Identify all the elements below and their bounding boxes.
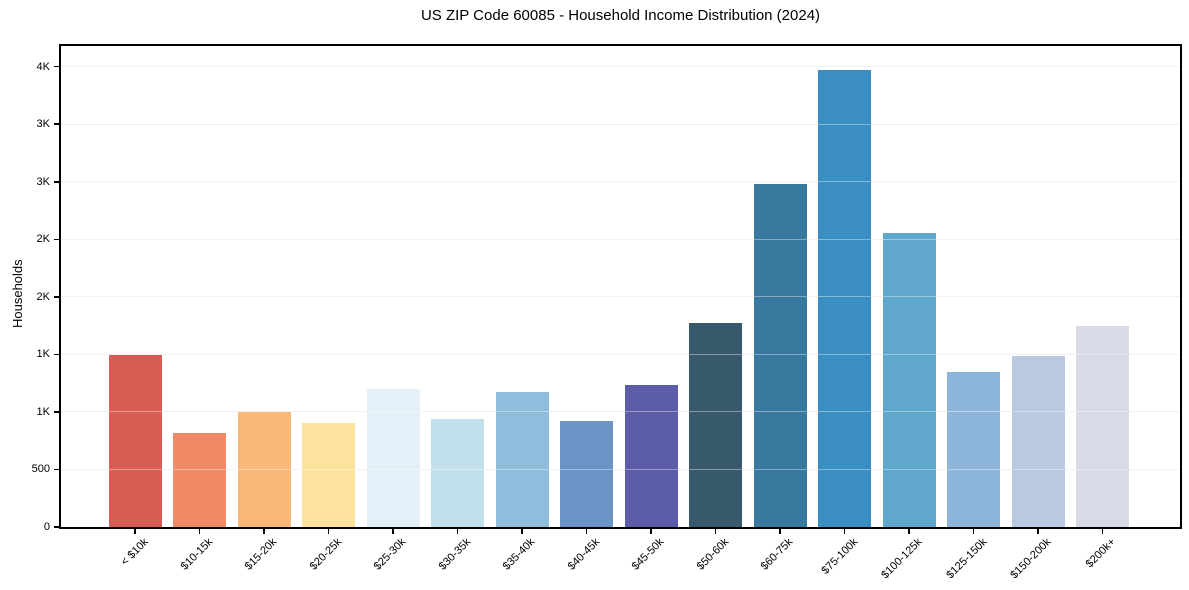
x-tick-mark bbox=[456, 529, 459, 534]
chart-title: US ZIP Code 60085 - Household Income Dis… bbox=[420, 7, 821, 24]
bar bbox=[1011, 355, 1065, 527]
y-tick-mark bbox=[54, 238, 59, 241]
bar bbox=[624, 385, 678, 527]
bar bbox=[882, 233, 936, 527]
bar bbox=[366, 388, 420, 527]
bar bbox=[237, 411, 291, 527]
y-tick-label: 1K bbox=[36, 348, 50, 361]
gridline-overlay bbox=[61, 353, 1180, 355]
y-tick-label: 500 bbox=[31, 463, 50, 476]
y-tick-label: 3K bbox=[36, 175, 50, 188]
bar bbox=[1076, 325, 1129, 527]
gridline bbox=[61, 181, 1180, 183]
x-tick-mark bbox=[327, 529, 330, 534]
plot-area bbox=[59, 44, 1182, 529]
bar bbox=[173, 432, 226, 527]
x-tick-mark bbox=[392, 529, 394, 534]
x-tick-mark bbox=[521, 529, 523, 534]
bar bbox=[818, 70, 871, 527]
gridline-overlay bbox=[61, 238, 1180, 240]
x-tick-label-text: $35-40k bbox=[500, 536, 538, 573]
x-tick-label-text: $45-50k bbox=[629, 536, 667, 573]
y-tick-label: 2K bbox=[36, 290, 50, 303]
x-tick-mark bbox=[585, 529, 588, 534]
gridline-overlay bbox=[61, 468, 1180, 470]
y-tick-mark bbox=[54, 353, 59, 356]
gridline bbox=[61, 238, 1180, 240]
x-tick-mark bbox=[908, 529, 910, 534]
gridline bbox=[61, 411, 1180, 413]
x-tick-label-text: $150-200k bbox=[1008, 536, 1054, 582]
x-tick-label-text: $60-75k bbox=[758, 536, 796, 573]
gridline bbox=[61, 353, 1180, 355]
x-tick-mark bbox=[1037, 529, 1039, 534]
bar bbox=[108, 354, 162, 527]
x-tick-mark bbox=[843, 529, 846, 534]
gridline-overlay bbox=[61, 181, 1180, 183]
x-tick-label-text: $125-150k bbox=[943, 536, 989, 582]
gridline-overlay bbox=[61, 411, 1180, 413]
bar bbox=[495, 391, 549, 527]
bar bbox=[689, 322, 742, 527]
x-tick-mark bbox=[1101, 529, 1104, 534]
x-tick-label-text: < $10k bbox=[118, 536, 151, 569]
gridline-overlay bbox=[61, 296, 1180, 298]
y-tick-mark bbox=[54, 296, 59, 298]
x-tick-label-text: $200k+ bbox=[1083, 536, 1118, 571]
x-tick-mark bbox=[972, 529, 975, 534]
x-tick-label-text: $25-30k bbox=[371, 536, 409, 573]
gridline bbox=[61, 468, 1180, 470]
y-tick-mark bbox=[54, 123, 59, 125]
bar bbox=[431, 419, 484, 527]
y-tick-label: 1K bbox=[36, 405, 50, 418]
bar bbox=[947, 371, 1000, 527]
y-tick-label: 4K bbox=[36, 60, 50, 73]
x-tick-label-text: $30-35k bbox=[436, 536, 473, 573]
gridline bbox=[61, 123, 1180, 125]
x-tick-mark bbox=[714, 529, 717, 534]
y-tick-label: 2K bbox=[36, 233, 50, 246]
x-tick-mark bbox=[779, 529, 781, 534]
y-tick-mark bbox=[54, 65, 59, 68]
x-tick-label-text: $10-15k bbox=[178, 536, 215, 573]
x-tick-label-text: $15-20k bbox=[242, 536, 280, 573]
y-tick-label: 3K bbox=[36, 118, 50, 131]
x-tick-mark bbox=[650, 529, 652, 534]
x-tick-mark bbox=[198, 529, 201, 534]
gridline bbox=[61, 296, 1180, 298]
x-tick-label-text: $40-45k bbox=[565, 536, 602, 573]
plot-inner bbox=[61, 46, 1180, 527]
gridline-overlay bbox=[61, 123, 1180, 125]
y-tick-mark bbox=[54, 411, 59, 413]
bar bbox=[753, 183, 807, 527]
x-tick-label-text: $20-25k bbox=[307, 536, 344, 573]
y-tick-mark bbox=[54, 181, 59, 183]
x-tick-mark bbox=[263, 529, 265, 534]
gridline-overlay bbox=[61, 66, 1180, 68]
y-tick-mark bbox=[54, 526, 59, 528]
x-tick-mark bbox=[134, 529, 136, 534]
bar bbox=[560, 421, 613, 527]
bar bbox=[302, 423, 355, 527]
y-tick-label: 0 bbox=[43, 521, 50, 533]
x-tick-label-text: $75-100k bbox=[819, 536, 860, 577]
y-tick-mark bbox=[54, 468, 59, 471]
x-tick-label-text: $100-125k bbox=[879, 536, 925, 582]
gridline bbox=[61, 66, 1180, 68]
x-tick-label-text: $50-60k bbox=[694, 536, 731, 573]
